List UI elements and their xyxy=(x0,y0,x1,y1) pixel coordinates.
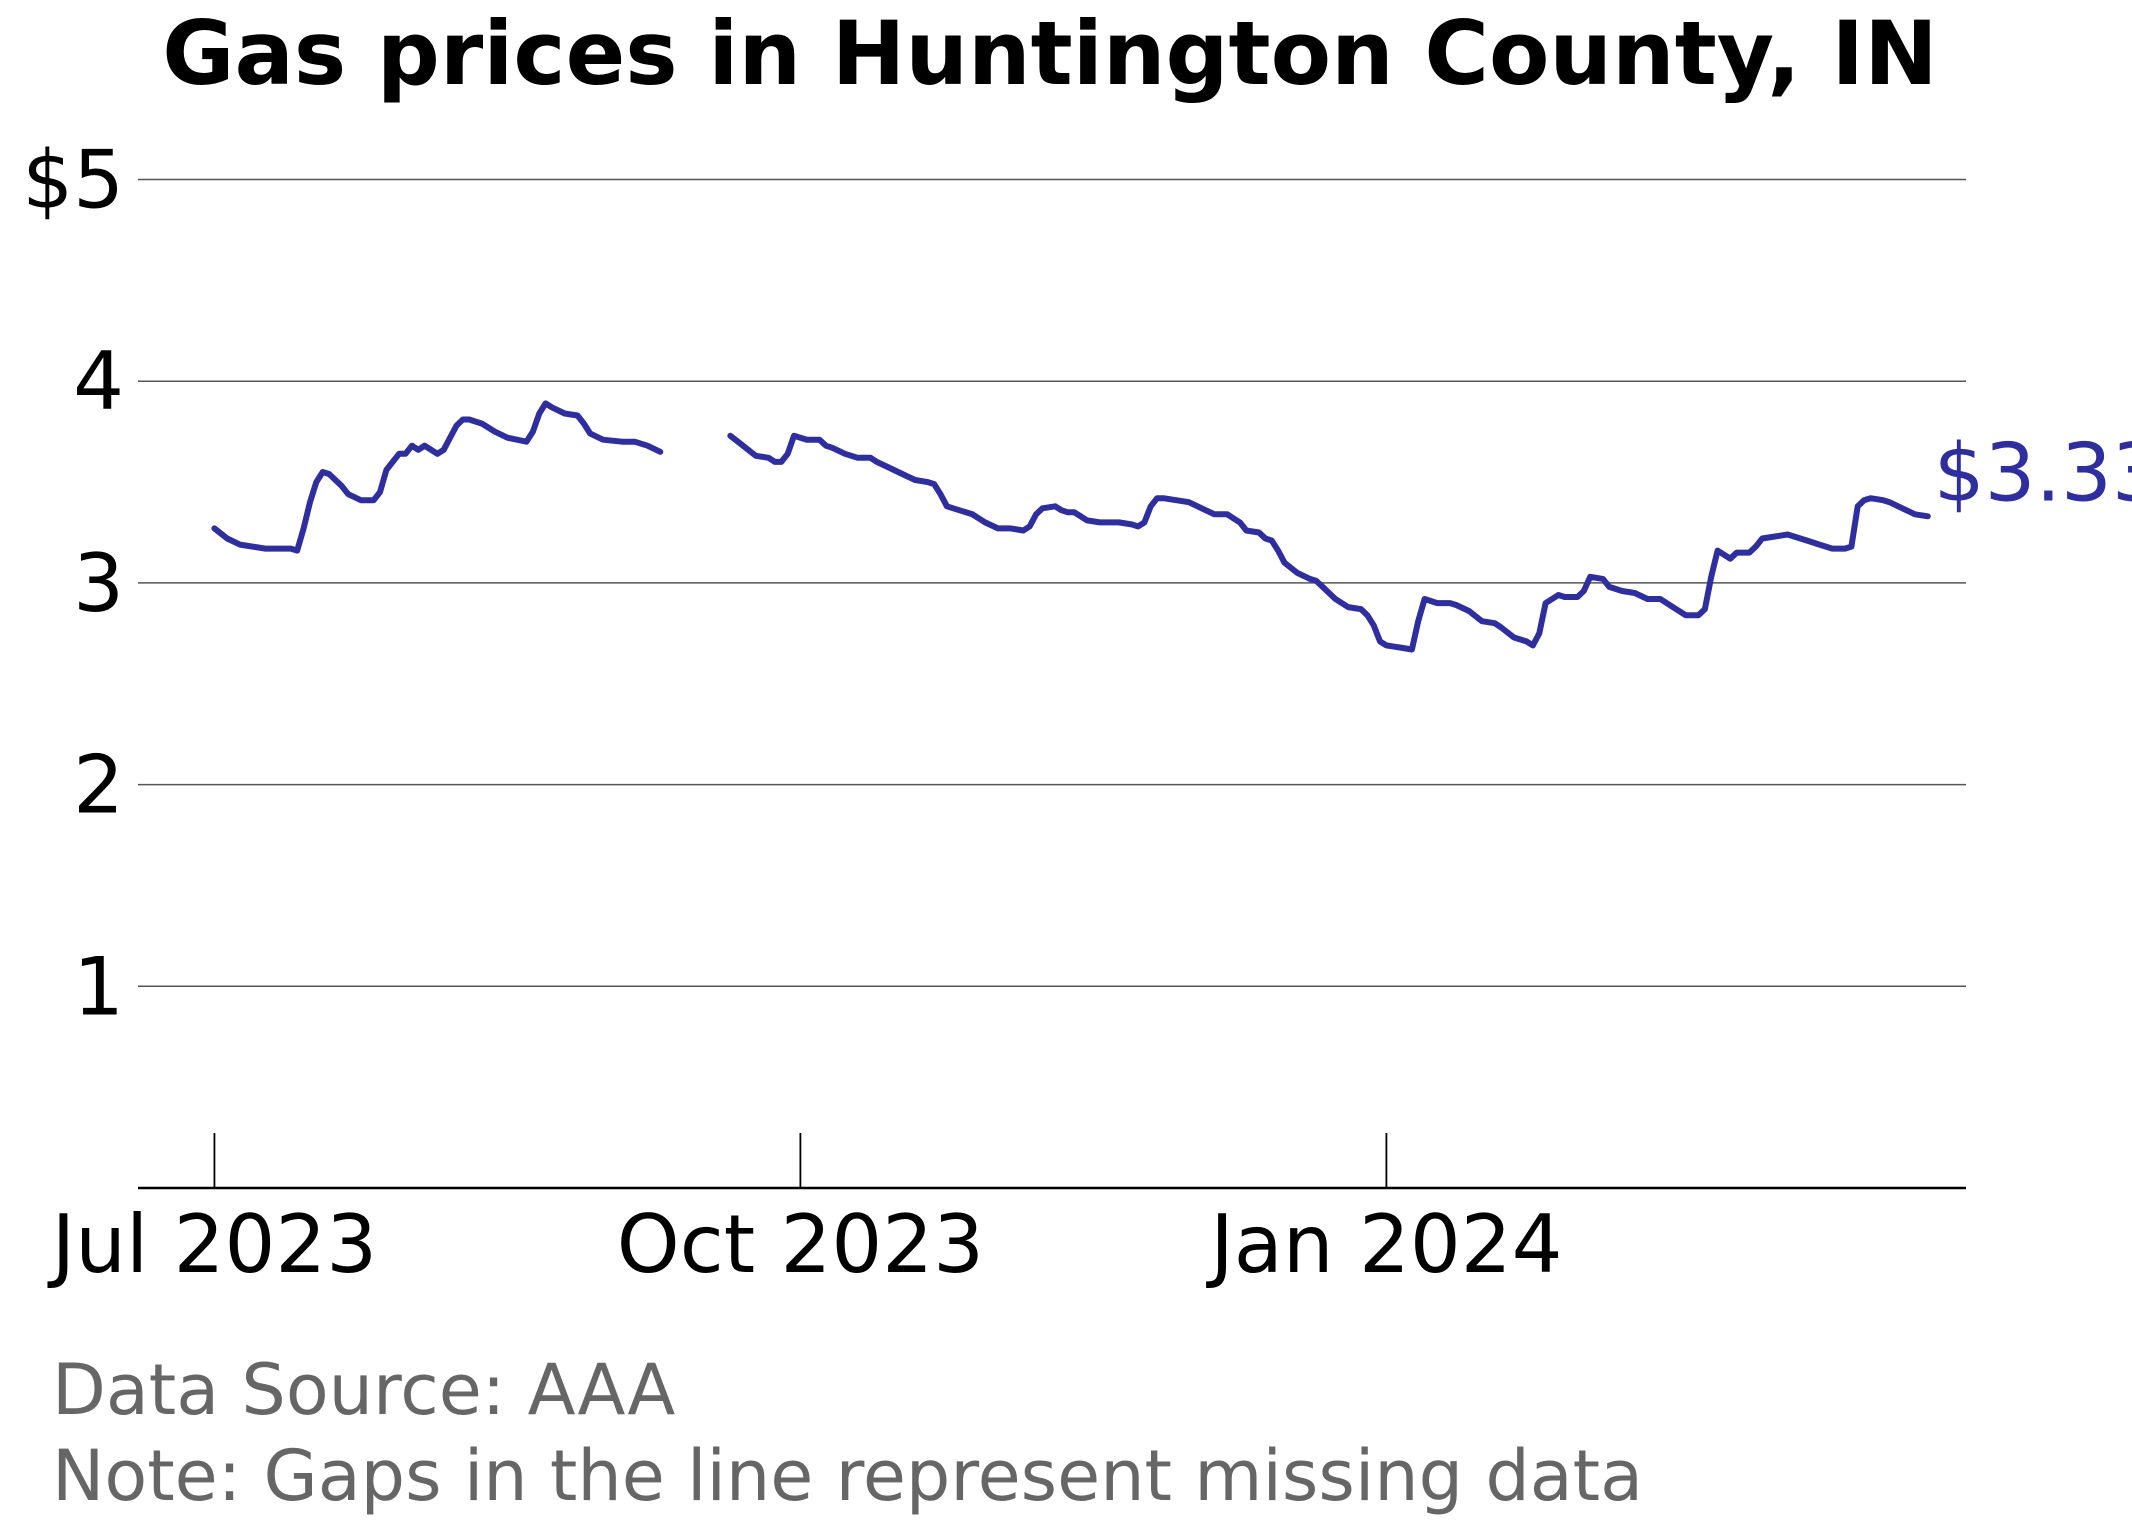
price-line-segment xyxy=(211,400,664,554)
x-axis-ticks: Jul 2023 Oct 2023 Jan 2024 xyxy=(47,1133,1563,1291)
x-tick-label: Oct 2023 xyxy=(617,1198,984,1291)
latest-price-label: $3.33 xyxy=(1934,426,2132,519)
y-tick-label: 1 xyxy=(73,940,124,1033)
gridlines xyxy=(138,178,1966,988)
y-tick-label: 3 xyxy=(73,537,124,630)
price-line-segment xyxy=(727,432,1931,653)
y-axis-ticks: 1 2 3 4 $5 xyxy=(22,134,124,1034)
data-source-note: Data Source: AAA xyxy=(52,1349,675,1431)
missing-data-note: Note: Gaps in the line represent missing… xyxy=(52,1435,1643,1517)
y-tick-label: 2 xyxy=(73,739,124,832)
x-tick-label: Jan 2024 xyxy=(1205,1198,1562,1291)
chart-title: Gas prices in Huntington County, IN xyxy=(162,2,1938,105)
y-tick-label: 4 xyxy=(73,335,124,428)
price-series xyxy=(211,400,1931,653)
y-tick-label: $5 xyxy=(22,134,124,227)
x-tick-label: Jul 2023 xyxy=(47,1198,378,1291)
